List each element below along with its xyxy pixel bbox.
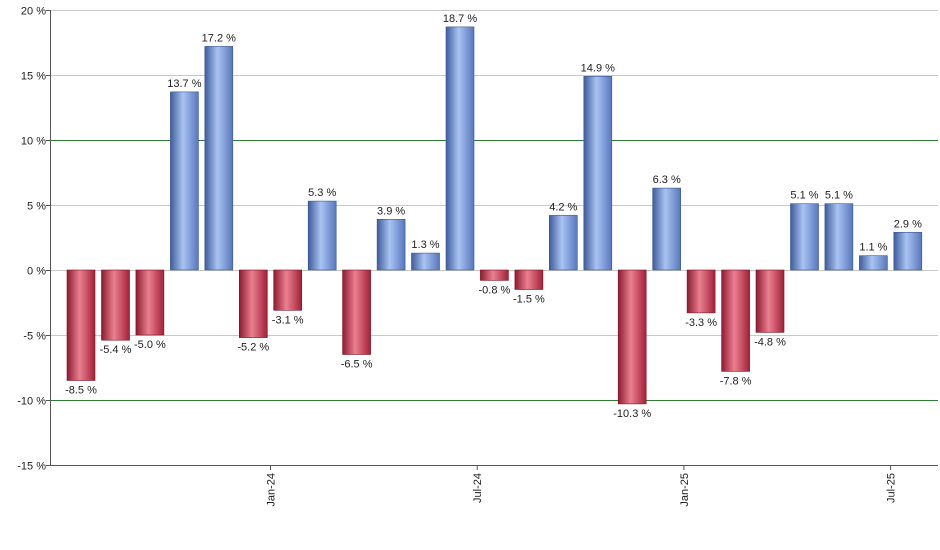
data-label: 6.3 % — [653, 174, 681, 186]
bar-negative — [342, 269, 371, 355]
bar-positive — [652, 187, 682, 271]
x-tick-label: Jan-25 — [679, 473, 691, 507]
data-label: -3.1 % — [272, 314, 304, 326]
x-tick-label: Jan-24 — [266, 473, 278, 507]
bar-positive — [170, 91, 199, 271]
bar-negative — [721, 269, 750, 372]
bar-negative — [617, 269, 647, 405]
y-tick-labels: 20 % 15 % 10 % 5 % 0 % -5 % -10 % -15 % — [17, 6, 46, 473]
x-tick-label: Jul-25 — [886, 473, 898, 503]
bar-negative — [755, 269, 785, 333]
bar-positive — [859, 255, 888, 271]
x-tick-label: Jul-24 — [472, 473, 484, 503]
bar-positive — [411, 252, 440, 271]
y-tick-label: 20 % — [21, 6, 46, 18]
data-label: 2.9 % — [894, 218, 922, 230]
data-label: -5.4 % — [100, 344, 132, 356]
bar-negative — [101, 269, 130, 341]
bar-positive — [548, 215, 578, 271]
data-label: -5.2 % — [237, 342, 269, 354]
bar-positive — [204, 46, 234, 271]
bar-negative — [135, 269, 165, 336]
bar-positive — [893, 232, 923, 271]
y-tick-label: 10 % — [21, 136, 46, 148]
data-label: -10.3 % — [613, 408, 651, 420]
bar-positive — [307, 200, 337, 271]
data-label: 5.3 % — [308, 187, 336, 199]
data-label: -7.8 % — [720, 375, 752, 387]
y-tick-label: -15 % — [17, 461, 46, 473]
bar-negative — [273, 269, 303, 311]
bar-negative — [66, 269, 96, 381]
bar-positive — [583, 76, 613, 271]
y-tick-label: 15 % — [21, 71, 46, 83]
data-label: 18.7 % — [443, 13, 477, 25]
y-tick-label: 5 % — [27, 201, 46, 213]
bar-positive — [445, 26, 475, 271]
bars — [66, 26, 923, 405]
bar-negative — [514, 269, 544, 290]
x-tick-labels: Jan-24 Jul-24 Jan-25 Jul-25 — [266, 473, 898, 507]
data-label: -8.5 % — [65, 385, 97, 397]
data-label: 1.1 % — [859, 242, 887, 254]
bar-positive — [824, 203, 854, 271]
data-label: 17.2 % — [202, 32, 236, 44]
data-labels: -8.5 % -5.4 % -5.0 % 13.7 % 17.2 % -5.2 % -3.1… — [65, 13, 922, 420]
bar-positive — [790, 203, 819, 271]
y-tick-label: -10 % — [17, 396, 46, 408]
data-label: -4.8 % — [754, 336, 786, 348]
bar-negative — [480, 269, 509, 281]
data-label: 1.3 % — [411, 239, 439, 251]
data-label: -6.5 % — [341, 359, 373, 371]
axes — [46, 10, 938, 470]
data-label: -3.3 % — [685, 317, 717, 329]
data-label: -0.8 % — [479, 284, 511, 296]
data-label: -1.5 % — [513, 294, 545, 306]
data-label: 4.2 % — [549, 201, 577, 213]
bar-negative — [239, 269, 268, 338]
data-label: 3.9 % — [377, 205, 405, 217]
data-label: 14.9 % — [581, 62, 615, 74]
data-label: 5.1 % — [825, 190, 853, 202]
bar-positive — [376, 219, 406, 271]
data-label: -5.0 % — [134, 339, 166, 351]
y-tick-label: -5 % — [23, 331, 46, 343]
data-label: 5.1 % — [790, 190, 818, 202]
y-tick-label: 0 % — [27, 266, 46, 278]
data-label: 13.7 % — [167, 78, 201, 90]
bar-negative — [686, 269, 716, 314]
